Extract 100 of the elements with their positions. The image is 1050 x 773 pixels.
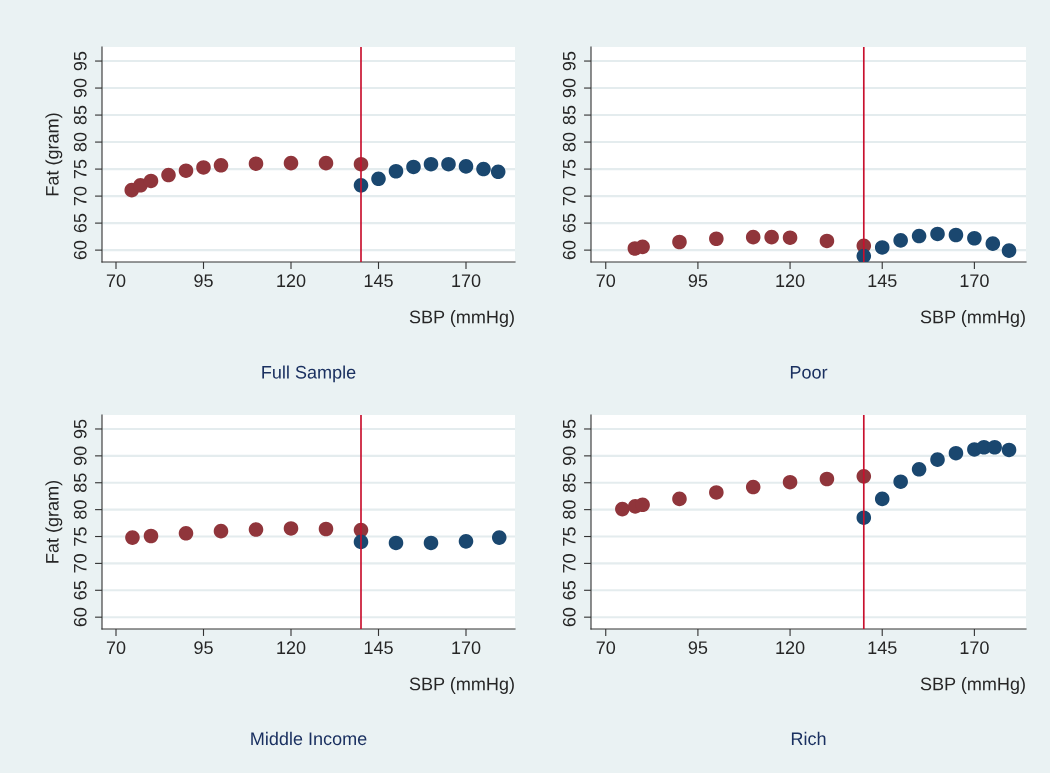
point — [143, 528, 159, 544]
point — [615, 501, 630, 517]
y-tick-label: 90 — [73, 446, 87, 466]
point — [423, 535, 439, 551]
point — [874, 240, 890, 255]
y-tick-label: 65 — [562, 581, 576, 600]
y-tick-label: 90 — [562, 446, 576, 466]
x-tick-label: 95 — [688, 641, 708, 655]
point — [782, 474, 798, 490]
point — [490, 164, 506, 180]
point — [458, 534, 474, 549]
y-tick-label: 75 — [563, 159, 576, 179]
point — [819, 471, 835, 487]
point — [371, 171, 386, 187]
point — [178, 526, 194, 541]
point — [248, 522, 264, 537]
x-tick-label: 170 — [452, 274, 481, 288]
point — [283, 521, 299, 536]
point — [248, 156, 264, 171]
y-tick-label: 95 — [562, 419, 576, 439]
point — [125, 530, 140, 545]
point — [318, 521, 334, 537]
y-tick-label: 60 — [562, 240, 576, 260]
point — [423, 156, 439, 172]
y-tick-label: 85 — [562, 105, 576, 125]
x-tick-label: 70 — [596, 641, 616, 655]
x-tick-label: 70 — [106, 274, 126, 288]
y-tick-label: 85 — [562, 473, 576, 493]
x-tick-label: 120 — [776, 641, 805, 655]
y-tick-label: 85 — [73, 105, 87, 125]
point — [782, 230, 798, 245]
y-tick-label: 75 — [74, 527, 87, 546]
x-tick-label: 170 — [960, 641, 989, 655]
point — [987, 439, 1002, 455]
x-tick-label: 145 — [868, 274, 897, 288]
point — [213, 158, 229, 173]
point — [283, 155, 299, 171]
x-axis-title: SBP (mmHg) — [920, 310, 1025, 327]
y-tick-label: 95 — [73, 51, 87, 71]
x-tick-label: 120 — [277, 641, 306, 655]
y-tick-label: 80 — [562, 132, 576, 152]
point — [441, 156, 456, 172]
point — [893, 233, 908, 248]
point — [911, 462, 927, 477]
point — [388, 535, 404, 551]
x-axis-title: SBP (mmHg) — [409, 677, 514, 694]
x-tick-label: 170 — [452, 641, 481, 655]
y-tick-label: 70 — [73, 186, 87, 206]
x-axis-title: SBP (mmHg) — [409, 310, 514, 327]
y-tick-label: 60 — [73, 607, 87, 627]
point — [930, 226, 945, 242]
point — [985, 236, 1001, 251]
y-tick-label: 60 — [562, 607, 576, 627]
point — [458, 159, 474, 174]
y-tick-label: 65 — [73, 213, 87, 233]
x-tick-label: 145 — [364, 641, 393, 655]
y-axis-title: Fat (gram) — [45, 113, 63, 196]
y-tick-label: 90 — [562, 78, 576, 98]
point — [745, 229, 761, 245]
point — [948, 227, 964, 243]
point — [491, 530, 507, 545]
point — [948, 445, 964, 461]
point — [874, 491, 890, 507]
text: Rich — [791, 731, 826, 746]
point — [819, 233, 835, 249]
y-tick-label: 90 — [73, 78, 87, 98]
y-tick-label: 95 — [562, 51, 576, 71]
x-tick-label: 70 — [596, 274, 616, 288]
point — [178, 163, 194, 178]
y-tick-label: 70 — [73, 554, 87, 573]
y-tick-label: 80 — [73, 500, 87, 519]
point — [967, 230, 982, 246]
x-tick-label: 145 — [364, 274, 393, 288]
x-tick-label: 120 — [277, 274, 306, 288]
y-tick-label: 80 — [562, 500, 576, 519]
x-tick-label: 95 — [688, 274, 708, 288]
point — [709, 485, 724, 500]
point — [1001, 243, 1017, 258]
point — [406, 159, 421, 175]
x-tick-label: 95 — [194, 274, 213, 288]
point — [764, 229, 779, 245]
text: Full Sample — [262, 365, 356, 383]
point — [196, 160, 211, 175]
point — [388, 163, 404, 179]
point — [1001, 442, 1017, 458]
point — [143, 173, 159, 189]
y-axis-title: Fat (gram) — [45, 480, 63, 563]
x-tick-label: 170 — [960, 274, 989, 288]
y-tick-label: 70 — [562, 186, 576, 206]
text: Poor — [790, 366, 828, 379]
point — [672, 234, 687, 250]
point — [635, 239, 650, 255]
y-tick-label: 75 — [74, 159, 87, 179]
x-tick-label: 95 — [194, 641, 213, 655]
point — [635, 497, 650, 513]
x-tick-label: 120 — [776, 274, 805, 288]
point — [893, 474, 908, 489]
point — [476, 161, 491, 177]
point — [930, 452, 945, 467]
point — [161, 167, 176, 183]
